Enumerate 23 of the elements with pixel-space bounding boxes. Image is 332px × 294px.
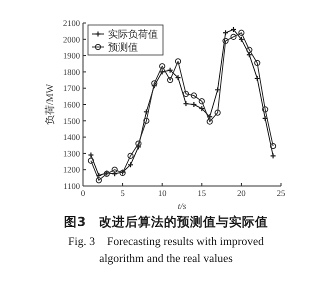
text: 图3 改进后算法的预测值与实际值 xyxy=(64,214,268,229)
y-tick-label: 1300 xyxy=(63,148,80,158)
x-axis-title: t/s xyxy=(178,201,187,211)
x-tick-label: 5 xyxy=(120,188,125,198)
text: Fig. 3 Forecasting results with improved algorithm and the real values xyxy=(68,236,264,265)
y-tick-label: 2100 xyxy=(63,18,80,28)
y-tick-label: 1400 xyxy=(63,132,80,142)
y-tick-label: 1500 xyxy=(63,116,80,126)
y-tick-label: 1200 xyxy=(63,164,80,175)
legend-label: 预测值 xyxy=(108,42,138,54)
y-axis-title: 负荷/MW xyxy=(44,83,56,126)
y-tick-label: 1700 xyxy=(63,83,80,94)
y-tick-label: 1600 xyxy=(63,99,80,110)
x-tick-label: 0 xyxy=(80,188,86,198)
legend-label: 实际负荷值 xyxy=(108,28,158,40)
y-tick-label: 1900 xyxy=(63,50,80,61)
y-tick-label: 1800 xyxy=(63,66,80,77)
x-tick-label: 20 xyxy=(237,188,246,198)
x-tick-label: 25 xyxy=(276,188,286,198)
x-tick-label: 10 xyxy=(158,188,166,198)
y-tick-label: 1100 xyxy=(63,180,80,191)
y-tick-label: 2000 xyxy=(63,34,80,44)
x-tick-label: 15 xyxy=(198,188,206,198)
